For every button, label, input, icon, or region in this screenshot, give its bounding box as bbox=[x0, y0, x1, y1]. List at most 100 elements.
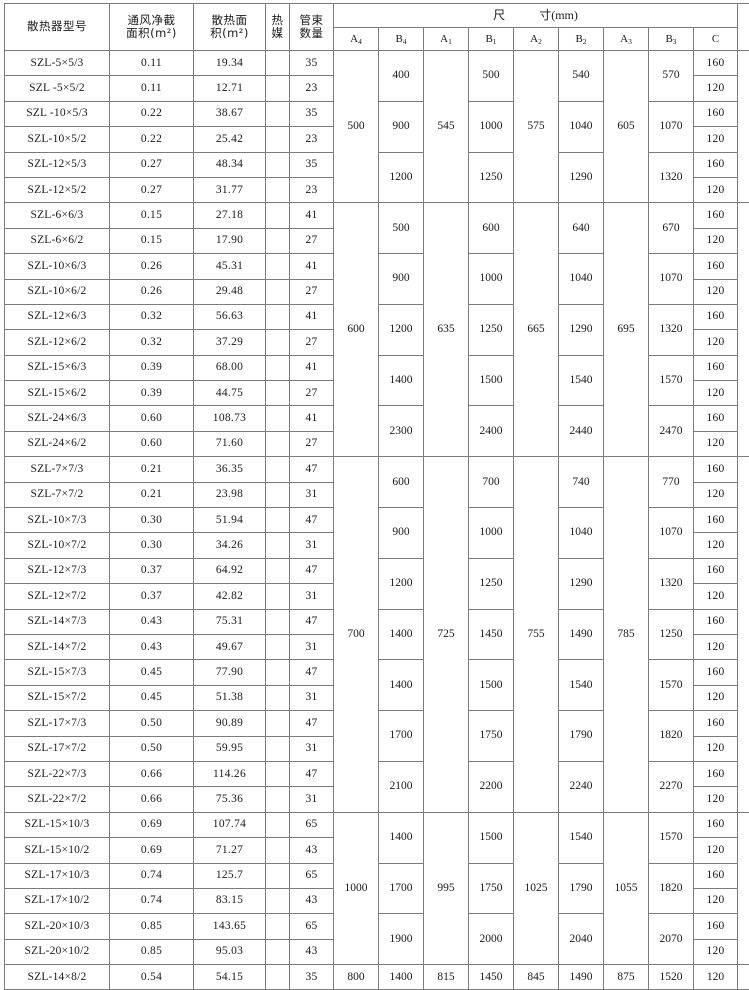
cell-model: SZL-17×7/3 bbox=[5, 711, 110, 736]
cell-a4: 700 bbox=[334, 457, 379, 812]
cell-c: 160 bbox=[694, 711, 738, 736]
cell-model: SZL-12×6/3 bbox=[5, 304, 110, 329]
col-header-b4: B4 bbox=[379, 28, 424, 51]
cell-model: SZL-15×10/2 bbox=[5, 838, 110, 863]
cell-model: SZL-6×6/3 bbox=[5, 203, 110, 228]
cell-tube-count: 31 bbox=[290, 584, 334, 609]
cell-medium bbox=[266, 101, 290, 126]
cell-b4: 2100 bbox=[379, 761, 424, 812]
cell-tube-count: 47 bbox=[290, 711, 334, 736]
cell-tube-count: 47 bbox=[290, 558, 334, 583]
cell-b4: 1200 bbox=[379, 304, 424, 355]
col-header-tube-count: 管束 数量 bbox=[290, 4, 334, 51]
cell-vent-area: 0.66 bbox=[110, 761, 194, 786]
table-header: 散热器型号 通风净截 面积(m²) 散热面 积(m²) 热 媒 管束 数量 bbox=[5, 4, 749, 51]
cell-medium bbox=[266, 76, 290, 101]
cell-c: 120 bbox=[694, 381, 738, 406]
cell-medium bbox=[266, 914, 290, 939]
cell-tube-count: 43 bbox=[290, 939, 334, 964]
cell-medium bbox=[266, 660, 290, 685]
cell-vent-area: 0.85 bbox=[110, 914, 194, 939]
cell-b1: 1500 bbox=[469, 355, 514, 406]
cell-b4: 1400 bbox=[379, 965, 424, 990]
cell-b3: 1570 bbox=[649, 355, 694, 406]
cell-model: SZL-17×10/3 bbox=[5, 863, 110, 888]
cell-vent-area: 0.69 bbox=[110, 838, 194, 863]
cell-b1: 1450 bbox=[469, 965, 514, 990]
cell-heat-area: 77.90 bbox=[194, 660, 266, 685]
cell-b3: 570 bbox=[649, 51, 694, 102]
cell-c: 120 bbox=[694, 965, 738, 990]
cell-b1: 1750 bbox=[469, 711, 514, 762]
cell-b1: 2400 bbox=[469, 406, 514, 457]
cell-b3: 2270 bbox=[649, 761, 694, 812]
cell-b2: 1790 bbox=[559, 711, 604, 762]
cell-b4: 1400 bbox=[379, 609, 424, 660]
cell-heat-area: 25.42 bbox=[194, 127, 266, 152]
cell-b1: 1450 bbox=[469, 609, 514, 660]
cell-tube-count: 41 bbox=[290, 254, 334, 279]
cell-heat-area: 44.75 bbox=[194, 381, 266, 406]
cell-b4: 1400 bbox=[379, 660, 424, 711]
cell-heat-area: 34.26 bbox=[194, 533, 266, 558]
cell-heat-area: 19.34 bbox=[194, 51, 266, 76]
cell-a1: 995 bbox=[424, 812, 469, 964]
cell-heat-area: 83.15 bbox=[194, 888, 266, 913]
cell-model: SZL-24×6/2 bbox=[5, 431, 110, 456]
col-header-model: 散热器型号 bbox=[5, 4, 110, 51]
cell-b4: 400 bbox=[379, 51, 424, 102]
cell-medium bbox=[266, 127, 290, 152]
cell-a4: 500 bbox=[334, 51, 379, 203]
cell-connect-pipe: 2″ bbox=[738, 457, 749, 812]
cell-heat-area: 90.89 bbox=[194, 711, 266, 736]
cell-c: 120 bbox=[694, 279, 738, 304]
cell-b2: 1490 bbox=[559, 965, 604, 990]
cell-model: SZL-10×6/3 bbox=[5, 254, 110, 279]
cell-medium bbox=[266, 787, 290, 812]
cell-b4: 1700 bbox=[379, 863, 424, 914]
cell-vent-area: 0.15 bbox=[110, 228, 194, 253]
cell-connect-pipe: 11/2″ bbox=[738, 203, 749, 457]
cell-vent-area: 0.74 bbox=[110, 888, 194, 913]
cell-medium bbox=[266, 482, 290, 507]
cell-tube-count: 23 bbox=[290, 127, 334, 152]
cell-a2: 575 bbox=[514, 51, 559, 203]
cell-b4: 900 bbox=[379, 254, 424, 305]
cell-tube-count: 31 bbox=[290, 533, 334, 558]
col-header-a2: A2 bbox=[514, 28, 559, 51]
cell-tube-count: 41 bbox=[290, 304, 334, 329]
cell-medium bbox=[266, 812, 290, 837]
cell-b3: 2070 bbox=[649, 914, 694, 965]
cell-model: SZL-7×7/2 bbox=[5, 482, 110, 507]
cell-tube-count: 35 bbox=[290, 152, 334, 177]
cell-heat-area: 42.82 bbox=[194, 584, 266, 609]
cell-a1: 725 bbox=[424, 457, 469, 812]
cell-medium bbox=[266, 761, 290, 786]
cell-medium bbox=[266, 304, 290, 329]
cell-heat-area: 51.38 bbox=[194, 685, 266, 710]
cell-c: 120 bbox=[694, 330, 738, 355]
radiator-spec-table: 散热器型号 通风净截 面积(m²) 散热面 积(m²) 热 媒 管束 数量 bbox=[4, 3, 749, 990]
cell-tube-count: 27 bbox=[290, 330, 334, 355]
cell-heat-area: 38.67 bbox=[194, 101, 266, 126]
cell-medium bbox=[266, 685, 290, 710]
cell-b2: 1040 bbox=[559, 508, 604, 559]
cell-model: SZL-20×10/3 bbox=[5, 914, 110, 939]
cell-model: SZL-12×7/3 bbox=[5, 558, 110, 583]
cell-model: SZL-15×7/2 bbox=[5, 685, 110, 710]
cell-medium bbox=[266, 533, 290, 558]
cell-b1: 1250 bbox=[469, 304, 514, 355]
cell-b3: 1820 bbox=[649, 863, 694, 914]
cell-vent-area: 0.26 bbox=[110, 279, 194, 304]
cell-tube-count: 47 bbox=[290, 457, 334, 482]
cell-vent-area: 0.26 bbox=[110, 254, 194, 279]
cell-b2: 640 bbox=[559, 203, 604, 254]
cell-b1: 700 bbox=[469, 457, 514, 508]
cell-tube-count: 31 bbox=[290, 482, 334, 507]
cell-b2: 2440 bbox=[559, 406, 604, 457]
cell-c: 120 bbox=[694, 127, 738, 152]
cell-vent-area: 0.69 bbox=[110, 812, 194, 837]
cell-b3: 1570 bbox=[649, 660, 694, 711]
